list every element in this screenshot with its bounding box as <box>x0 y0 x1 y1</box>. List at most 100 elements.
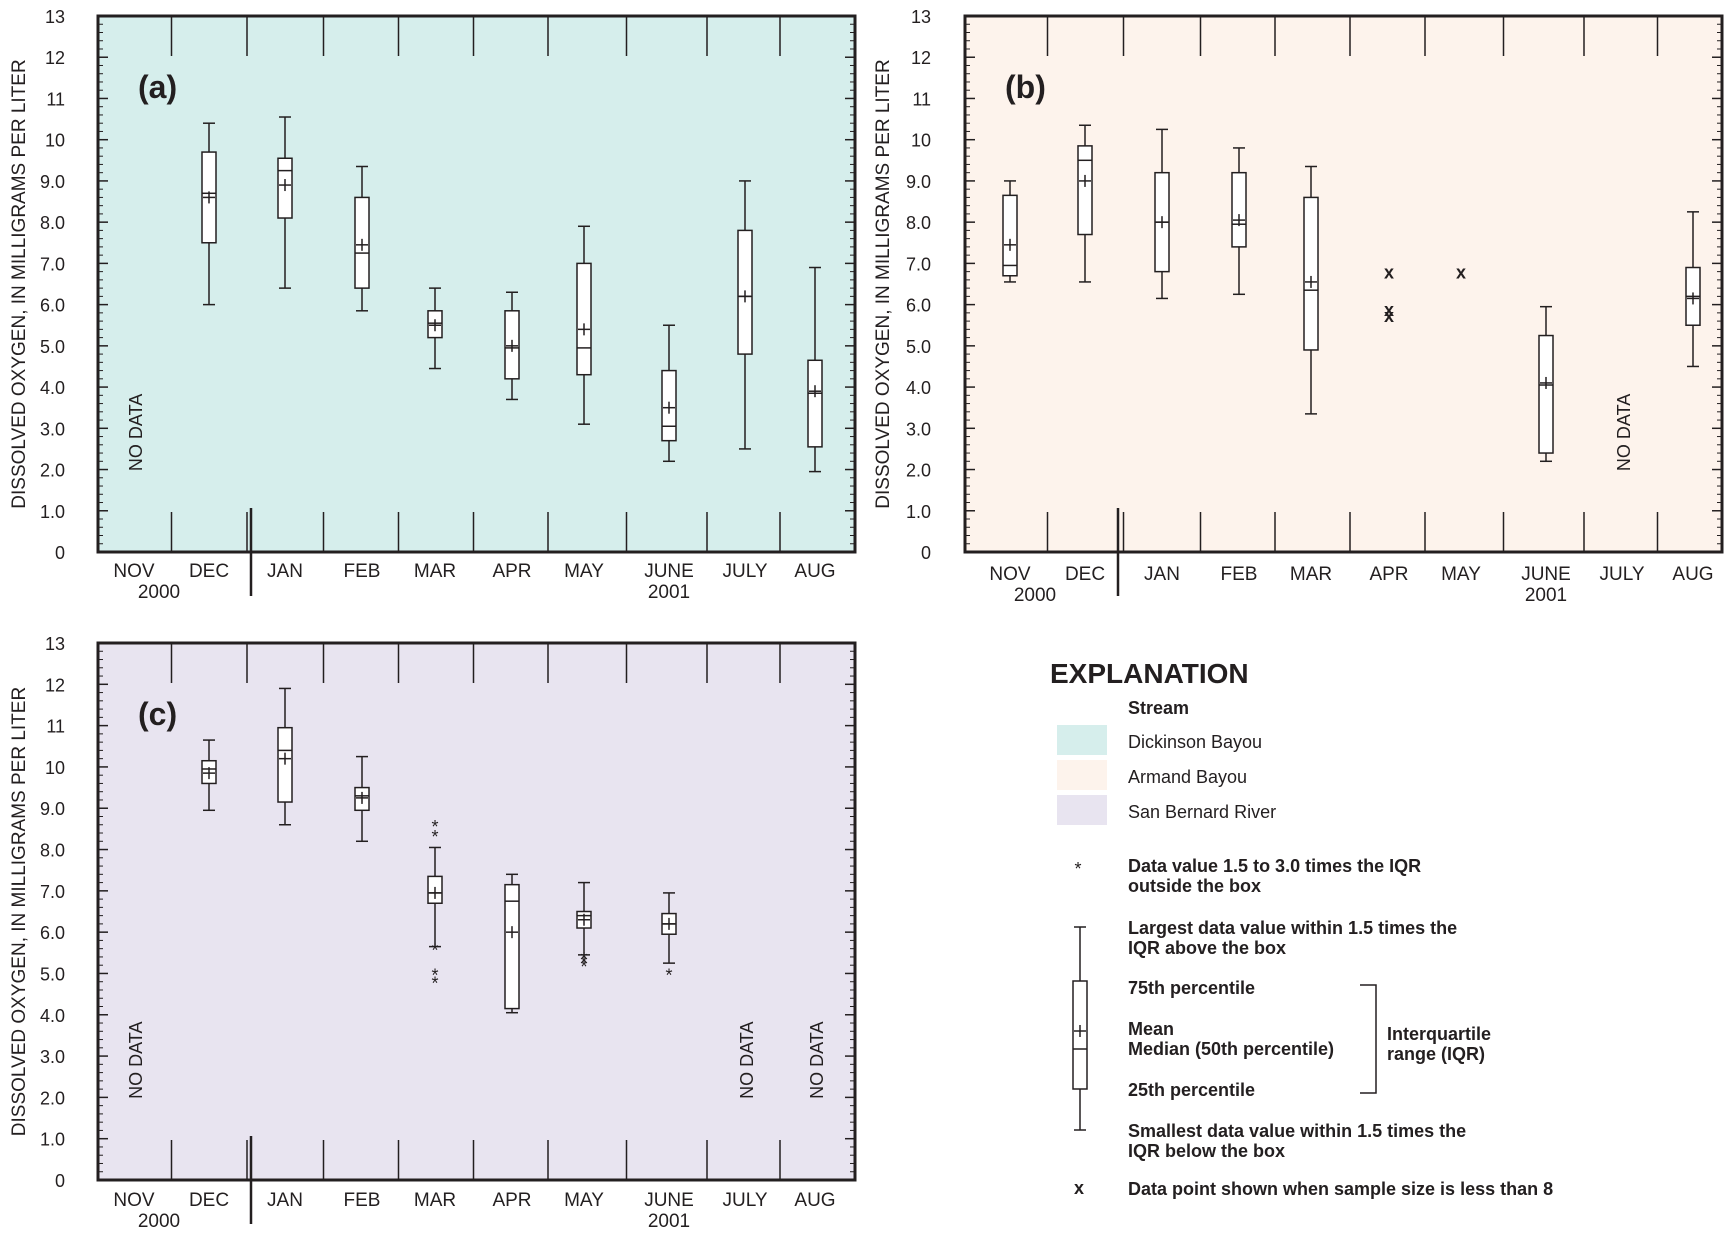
no-data-label-nov: NO DATA <box>126 1022 146 1099</box>
legend-stream-san-bernard-river: San Bernard River <box>1128 802 1276 822</box>
legend-outlier-line-1: Data value 1.5 to 3.0 times the IQR <box>1128 856 1421 876</box>
x-tick-label-july: JULY <box>722 1190 767 1211</box>
box-june <box>1538 305 1554 463</box>
x-tick-label-july: JULY <box>1599 564 1644 585</box>
plot-frame <box>96 641 857 1182</box>
legend-outlier-line-2: outside the box <box>1128 876 1261 896</box>
plot-background <box>965 16 1722 552</box>
outlier-point-may: * <box>580 957 587 977</box>
x-tick-label-may: MAY <box>1441 564 1481 585</box>
y-tick-label: 5.0 <box>906 337 931 357</box>
legend: EXPLANATION Stream Dickinson Bayou Arman… <box>1050 658 1553 1199</box>
box-june <box>661 324 677 463</box>
outlier-point-mar: * <box>431 817 438 837</box>
iqr-box <box>1077 145 1093 236</box>
box-jan <box>277 116 293 289</box>
legend-title: EXPLANATION <box>1050 658 1249 689</box>
y-tick-label: 12 <box>911 48 931 68</box>
x-tick-label-dec: DEC <box>189 1190 229 1211</box>
iqr-box <box>576 262 592 376</box>
x-tick-label-july: JULY <box>722 561 767 582</box>
x-tick-label-dec: DEC <box>189 561 229 582</box>
y-axis-label: DISSOLVED OXYGEN, IN MILLIGRAMS PER LITE… <box>9 59 30 508</box>
plot-frame <box>96 14 857 554</box>
y-tick-label: 13 <box>45 634 65 654</box>
panel-b-armand-bayou: 0 1.0 2.0 3.0 4.0 5.0 6.0 7.0 8.0 9.0 10 11 12 13 NOV D… <box>873 7 1724 606</box>
x-tick-label-aug: AUG <box>794 561 835 582</box>
y-tick-label: 5.0 <box>40 337 65 357</box>
x-tick-label-feb: FEB <box>344 1190 381 1211</box>
x-tick-label-mar: MAR <box>1290 564 1332 585</box>
year-label-2001: 2001 <box>1525 585 1567 606</box>
y-tick-label: 0 <box>55 543 65 563</box>
box-june <box>661 892 677 964</box>
x-tick-label-jan: JAN <box>267 561 303 582</box>
legend-stream-header: Stream <box>1128 698 1189 718</box>
legend-swatch-armand-bayou <box>1057 760 1107 790</box>
y-tick-label: 10 <box>911 131 931 151</box>
panel-a-dickinson-bayou: 0 1.0 2.0 3.0 4.0 5.0 6.0 7.0 8.0 9.0 10 11 12 13 NOV D… <box>9 7 857 603</box>
plot-frame <box>963 14 1724 554</box>
legend-boxplot-key <box>1072 926 1377 1131</box>
y-tick-label: 2.0 <box>40 461 65 481</box>
x-tick-label-feb: FEB <box>344 561 381 582</box>
y-tick-label: 13 <box>45 7 65 27</box>
box-feb <box>1231 147 1247 296</box>
box-dec <box>1077 124 1093 283</box>
no-data-label-july: NO DATA <box>1614 394 1634 471</box>
x-tick-label-june: JUNE <box>1521 564 1571 585</box>
y-tick-label: 8.0 <box>906 213 931 233</box>
y-tick-label: 0 <box>55 1171 65 1191</box>
box-may <box>576 225 592 425</box>
y-axis-label: DISSOLVED OXYGEN, IN MILLIGRAMS PER LITE… <box>873 59 894 508</box>
legend-largest-line-2: IQR above the box <box>1128 938 1286 958</box>
x-tick-label-may: MAY <box>564 561 604 582</box>
small-sample-point-may: x <box>1456 263 1466 283</box>
x-tick-label-may: MAY <box>564 1190 604 1211</box>
legend-iqr-line-2: range (IQR) <box>1387 1044 1485 1064</box>
x-tick-label-apr: APR <box>492 1190 531 1211</box>
small-sample-point-apr: x <box>1384 263 1394 283</box>
y-tick-label: 3.0 <box>40 1047 65 1067</box>
x-tick-label-mar: MAR <box>414 561 456 582</box>
y-tick-label: 12 <box>45 48 65 68</box>
y-tick-label: 12 <box>45 675 65 695</box>
iqr-box <box>1002 194 1018 277</box>
panel-c-san-bernard-river: 0 1.0 2.0 3.0 4.0 5.0 6.0 7.0 8.0 9.0 10 11 12 13 NOV D… <box>9 634 857 1232</box>
year-label-2001: 2001 <box>648 1211 690 1232</box>
small-sample-point-apr: x <box>1384 306 1394 326</box>
y-tick-label: 7.0 <box>906 254 931 274</box>
y-tick-label: 6.0 <box>40 296 65 316</box>
legend-outlier-symbol: * <box>1074 859 1081 879</box>
box-mar <box>427 846 443 948</box>
y-tick-label: 9.0 <box>906 172 931 192</box>
y-tick-label: 0 <box>921 543 931 563</box>
year-label-2000: 2000 <box>1014 585 1056 606</box>
y-tick-label: 8.0 <box>40 841 65 861</box>
y-tick-label: 10 <box>45 131 65 151</box>
no-data-label-july: NO DATA <box>737 1022 757 1099</box>
y-tick-label: 5.0 <box>40 964 65 984</box>
y-tick-label: 11 <box>46 717 65 737</box>
year-label-2001: 2001 <box>648 582 690 603</box>
outlier-point-mar: * <box>431 941 438 961</box>
legend-stream-dickinson-bayou: Dickinson Bayou <box>1128 732 1262 752</box>
y-tick-label: 11 <box>912 89 931 109</box>
y-tick-label: 1.0 <box>40 1130 65 1150</box>
x-tick-label-jan: JAN <box>267 1190 303 1211</box>
y-tick-label: 3.0 <box>906 419 931 439</box>
panel-label: (c) <box>138 696 177 732</box>
y-tick-label: 4.0 <box>40 378 65 398</box>
panel-label: (a) <box>138 69 177 105</box>
x-tick-label-feb: FEB <box>1221 564 1258 585</box>
legend-iqr-line-1: Interquartile <box>1387 1024 1491 1044</box>
legend-small-sample: Data point shown when sample size is les… <box>1128 1179 1553 1199</box>
x-tick-label-apr: APR <box>492 561 531 582</box>
y-tick-label: 9.0 <box>40 799 65 819</box>
y-tick-label: 6.0 <box>906 296 931 316</box>
y-tick-label: 3.0 <box>40 419 65 439</box>
legend-mean: Mean <box>1128 1019 1174 1039</box>
x-tick-label-apr: APR <box>1369 564 1408 585</box>
box-july <box>737 180 753 450</box>
y-tick-label: 4.0 <box>40 1006 65 1026</box>
